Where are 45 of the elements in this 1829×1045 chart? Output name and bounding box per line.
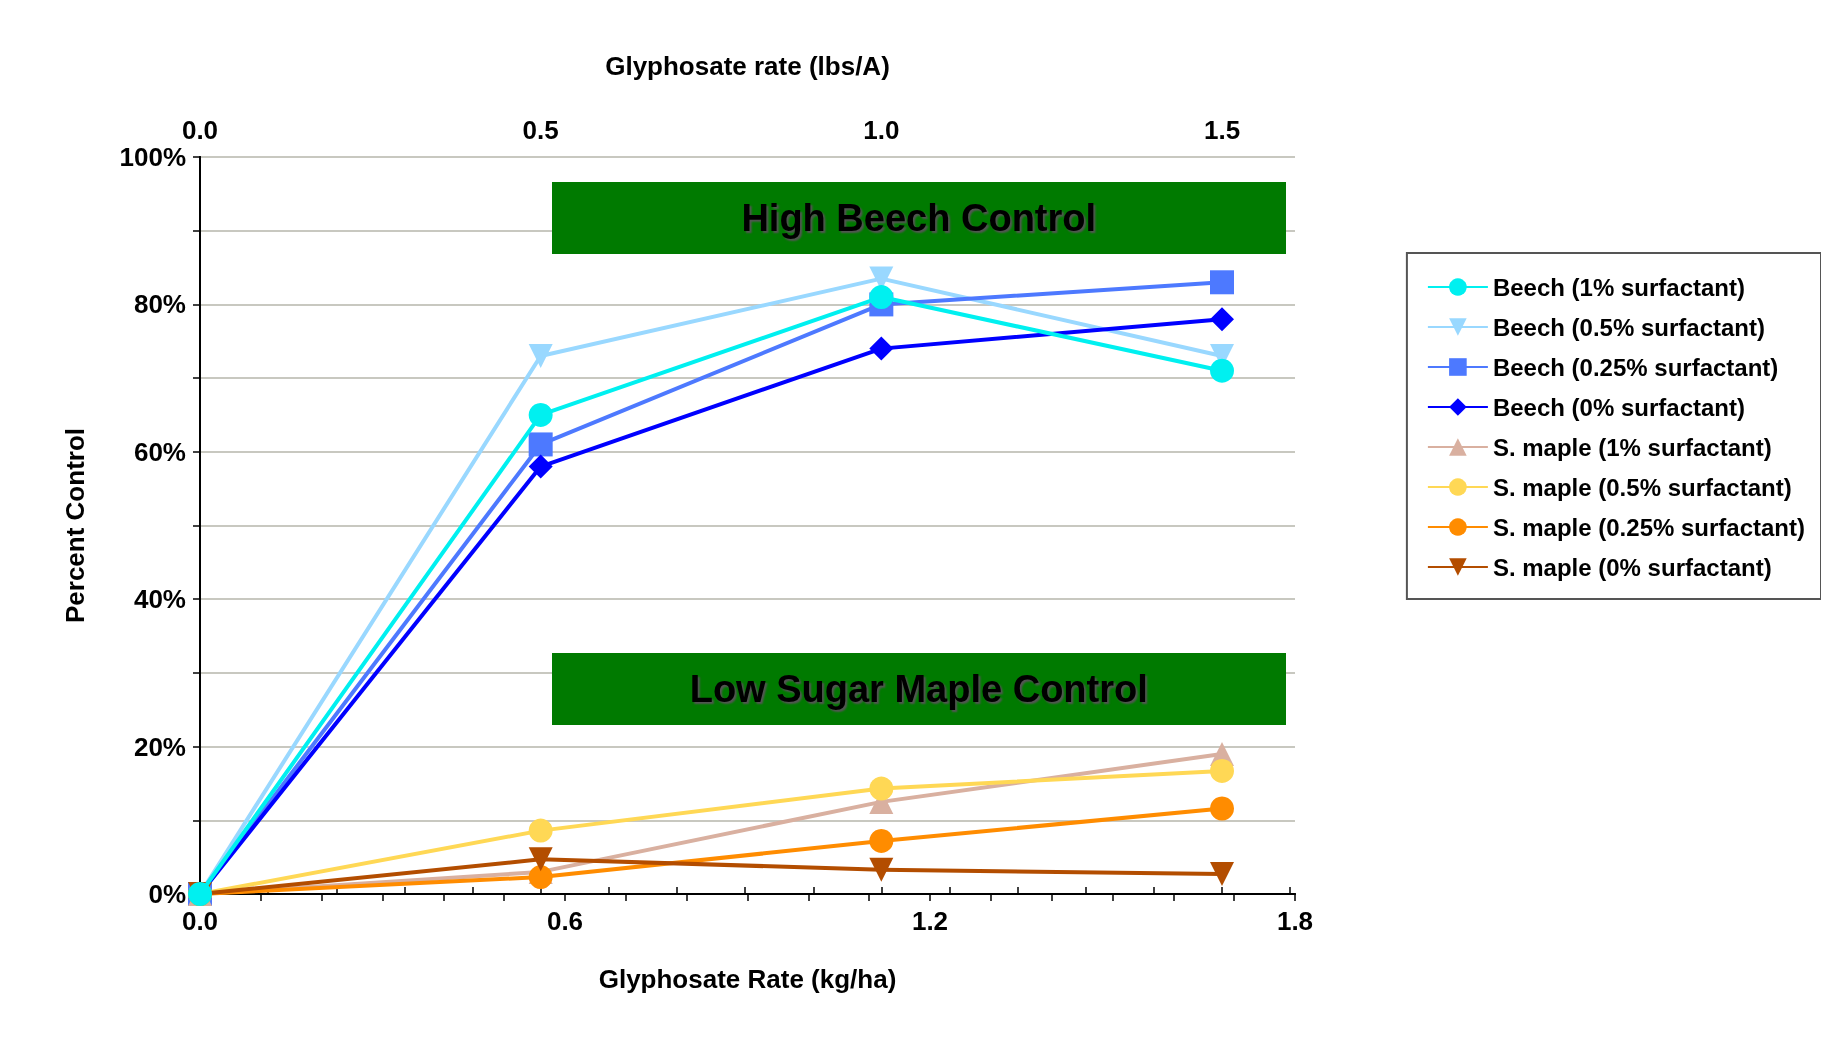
legend-label: Beech (0.25% surfactant) (1492, 353, 1779, 381)
x-tick-label: 1.2 (911, 906, 949, 936)
y-tick-label: 20% (133, 731, 186, 762)
point (1210, 358, 1234, 383)
y-tick-label: 40% (133, 584, 186, 615)
y-tick-label: 80% (133, 289, 186, 320)
x2-tick-label: 1.0 (863, 115, 900, 145)
y-axis-title: Percent Control (60, 427, 90, 624)
legend-label: Beech (0% surfactant) (1492, 393, 1745, 421)
y-tick-label: 100% (119, 142, 186, 172)
annotation: Low Sugar Maple Control (689, 667, 1148, 711)
banner: High Beech Control (551, 182, 1286, 255)
x2-tick-label: 0.0 (181, 115, 219, 145)
point (1210, 270, 1234, 295)
point (869, 285, 894, 310)
y-tick-label: 0% (148, 879, 186, 909)
x-tick-label: 0.6 (546, 906, 584, 936)
point (869, 828, 894, 853)
x2-axis-title: Glyphosate rate (lbs/A) (605, 51, 890, 81)
x-tick-label: 1.8 (1276, 906, 1314, 936)
y-tick-label: 60% (133, 436, 186, 467)
legend-label: S. maple (1% surfactant) (1492, 433, 1772, 461)
point (528, 402, 553, 427)
point (528, 847, 553, 872)
point (1210, 862, 1234, 887)
point (528, 432, 553, 457)
legend-label: S. maple (0.5% surfactant) (1492, 473, 1792, 501)
point (869, 857, 894, 882)
point (528, 818, 553, 843)
point (528, 865, 553, 890)
legend-label: S. maple (0.25% surfactant) (1492, 513, 1805, 541)
point (1210, 796, 1234, 821)
point (528, 343, 553, 368)
x2-tick-label: 0.5 (522, 115, 559, 145)
x-axis-title: Glyphosate Rate (kg/ha) (598, 964, 897, 994)
legend-label: Beech (1% surfactant) (1492, 273, 1745, 301)
point (1210, 307, 1234, 332)
point (528, 454, 553, 479)
x-tick-label: 0.0 (181, 906, 219, 936)
banner: Low Sugar Maple Control (551, 653, 1286, 726)
x2-tick-label: 1.5 (1204, 115, 1241, 145)
annotation: High Beech Control (741, 196, 1097, 240)
point (869, 336, 894, 361)
legend-label: Beech (0.5% surfactant) (1492, 313, 1765, 341)
legend-label: S. maple (0% surfactant) (1492, 553, 1772, 581)
